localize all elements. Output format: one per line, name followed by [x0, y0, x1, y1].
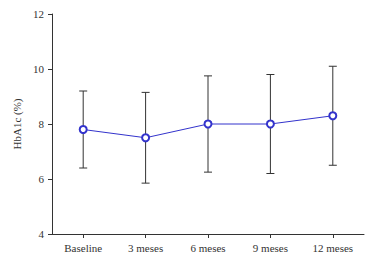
svg-text:10: 10	[33, 63, 45, 75]
svg-text:4: 4	[39, 228, 45, 240]
svg-text:6: 6	[39, 173, 45, 185]
svg-text:6 meses: 6 meses	[190, 242, 225, 254]
svg-text:9 meses: 9 meses	[253, 242, 288, 254]
svg-text:3 meses: 3 meses	[128, 242, 163, 254]
svg-text:HbA1c (%): HbA1c (%)	[11, 98, 24, 149]
svg-text:Baseline: Baseline	[64, 242, 102, 254]
svg-text:8: 8	[39, 118, 45, 130]
svg-text:12 meses: 12 meses	[312, 242, 353, 254]
svg-text:12: 12	[33, 8, 44, 20]
